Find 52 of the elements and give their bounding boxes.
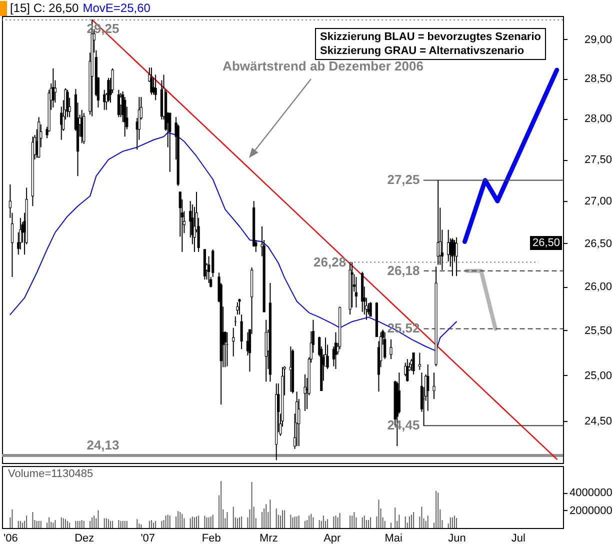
x-tick-label: Jun xyxy=(448,532,466,544)
text: MovE=25,60 xyxy=(82,1,150,15)
annotation: Skizzierung GRAU = Alternativszenario xyxy=(320,44,526,58)
y-tick-label: 25,50 xyxy=(584,324,612,337)
x-tick-label: '06 xyxy=(4,532,18,544)
candlestick xyxy=(232,327,235,357)
annotation: Skizzierung BLAU = bevorzugtes Szenario xyxy=(320,30,541,44)
candlestick xyxy=(432,372,436,400)
x-tick-label: Mai xyxy=(384,532,402,544)
y-tick-label: 26,50 xyxy=(584,238,612,250)
y-tick-label: 24,50 xyxy=(584,416,612,428)
candlestick xyxy=(240,314,243,350)
candlestick xyxy=(369,302,372,317)
ref-line-label: 24,13 xyxy=(86,437,120,452)
candlestick xyxy=(412,352,415,375)
candlestick xyxy=(238,298,241,316)
candlestick xyxy=(418,352,421,370)
y-tick-label: 4000000 xyxy=(570,487,612,500)
y-tick-label: 26,00 xyxy=(584,281,612,294)
annotation: Abwärtstrend ab Dezember 2006 xyxy=(222,58,424,74)
candlestick xyxy=(390,338,392,360)
y-tick-label: 2000000 xyxy=(570,504,612,517)
candlestick xyxy=(348,262,352,316)
annotation: 26,28 xyxy=(314,254,346,270)
y-tick-label: 27,50 xyxy=(584,154,612,166)
candlestick xyxy=(426,364,430,412)
x-tick-label: Mrz xyxy=(260,532,278,544)
y-tick-label: 25,00 xyxy=(584,370,612,382)
x-tick-label: '07 xyxy=(140,532,156,544)
x-tick-label: Apr xyxy=(324,532,342,544)
x-tick-label: Feb xyxy=(202,532,221,544)
candlestick xyxy=(212,248,214,278)
x-tick-label: Jul xyxy=(511,532,526,544)
candlestick xyxy=(52,68,54,108)
y-tick-label: 28,00 xyxy=(584,113,612,126)
y-tick-label: 27,00 xyxy=(584,196,612,208)
y-tick-label: 29,00 xyxy=(584,34,612,46)
candlestick xyxy=(455,236,458,277)
y-tick-label: 28,50 xyxy=(584,73,612,86)
chart-title: [15] C: 26,50 xyxy=(10,1,79,15)
candlestick xyxy=(150,67,153,96)
annotation: 26,18 xyxy=(387,262,420,278)
chart-title: Volume=1130485 xyxy=(8,468,94,480)
x-tick-label: Dez xyxy=(74,532,94,544)
annotation: 27,25 xyxy=(387,172,420,188)
text-box: Skizzierung BLAU = bevorzugtes Szenario Skizzierung GRAU = Alternativszenario xyxy=(315,28,546,60)
candlestick xyxy=(384,332,386,360)
candlestick xyxy=(154,74,157,101)
annotation: 26,50 xyxy=(530,236,562,250)
candlestick xyxy=(354,276,358,308)
candlestick xyxy=(236,302,239,316)
candlestick xyxy=(66,89,69,118)
